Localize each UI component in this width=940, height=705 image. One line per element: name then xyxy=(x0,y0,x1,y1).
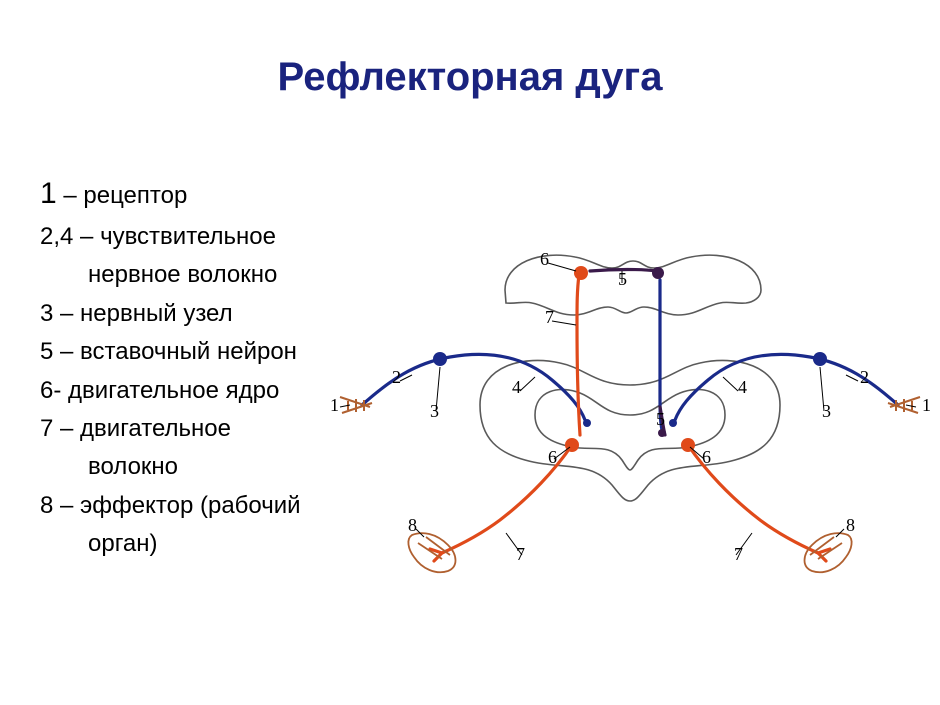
svg-text:4: 4 xyxy=(738,377,747,397)
svg-text:5: 5 xyxy=(656,409,665,429)
svg-text:6: 6 xyxy=(702,447,711,467)
legend-item: 8 – эффектор (рабочийорган) xyxy=(40,487,340,564)
svg-text:6: 6 xyxy=(548,447,557,467)
legend: 1 – рецептор 2,4 – чувствительноенервное… xyxy=(40,170,340,564)
svg-text:3: 3 xyxy=(822,401,831,421)
reflex-arc-diagram: 1 1 2 2 3 3 4 4 5 5 6 6 6 7 7 7 8 8 xyxy=(330,235,930,615)
legend-item: 5 – вставочный нейрон xyxy=(40,333,340,371)
legend-item: 6- двигательное ядро xyxy=(40,372,340,410)
svg-text:3: 3 xyxy=(430,401,439,421)
svg-text:7: 7 xyxy=(734,544,743,564)
svg-text:1: 1 xyxy=(330,395,339,415)
slide: { "title": {"text":"Рефлекторная дуга","… xyxy=(0,0,940,705)
svg-text:5: 5 xyxy=(618,269,627,289)
svg-text:2: 2 xyxy=(392,367,401,387)
legend-item: 1 – рецептор xyxy=(40,170,340,218)
svg-text:4: 4 xyxy=(512,377,521,397)
legend-item: 2,4 – чувствительноенервное волокно xyxy=(40,218,340,295)
legend-item: 3 – нервный узел xyxy=(40,295,340,333)
svg-text:7: 7 xyxy=(516,544,525,564)
legend-item: 7 – двигательноеволокно xyxy=(40,410,340,487)
diagram-svg: 1 1 2 2 3 3 4 4 5 5 6 6 6 7 7 7 8 8 xyxy=(330,235,930,615)
svg-text:1: 1 xyxy=(922,395,930,415)
svg-text:2: 2 xyxy=(860,367,869,387)
svg-text:7: 7 xyxy=(545,307,554,327)
svg-text:8: 8 xyxy=(408,515,417,535)
slide-title: Рефлекторная дуга xyxy=(0,55,940,100)
svg-text:8: 8 xyxy=(846,515,855,535)
svg-text:6: 6 xyxy=(540,249,549,269)
